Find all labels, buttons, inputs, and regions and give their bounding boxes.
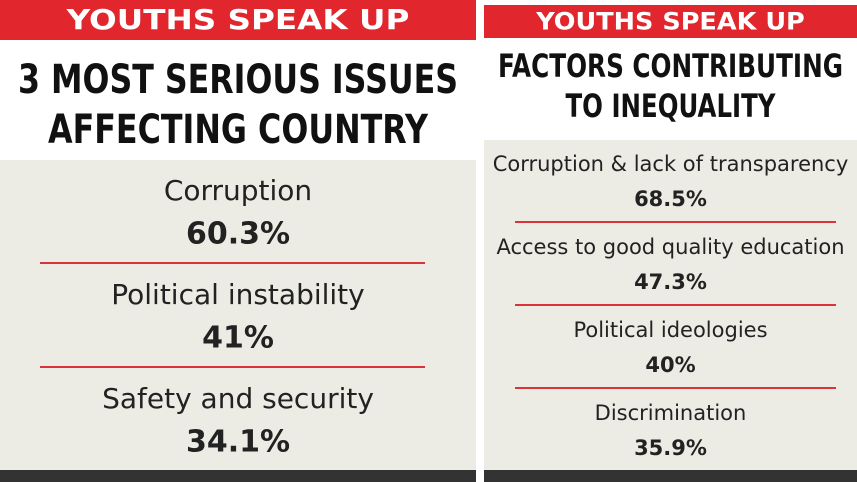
item-value: 34.1% — [186, 425, 290, 460]
item-label: Discrimination — [595, 401, 747, 425]
item-value: 68.5% — [634, 187, 707, 211]
bottom-bar — [0, 470, 476, 482]
item-value: 40% — [645, 353, 695, 377]
item-label: Corruption — [164, 174, 312, 207]
item-label: Political ideologies — [573, 318, 767, 342]
panel-title: TO INEQUALITY — [566, 87, 777, 125]
banner — [0, 0, 476, 40]
item-value: 47.3% — [634, 270, 707, 294]
bottom-bar — [484, 470, 857, 482]
banner-text: YOUTHS SPEAK UP — [535, 8, 805, 36]
panel-title: AFFECTING COUNTRY — [48, 107, 429, 153]
item-value: 41% — [202, 321, 274, 356]
panel-title: 3 MOST SERIOUS ISSUES — [18, 57, 458, 103]
banner-text: YOUTHS SPEAK UP — [65, 3, 409, 36]
panel-background — [0, 160, 476, 470]
item-value: 60.3% — [186, 217, 290, 252]
item-label: Corruption & lack of transparency — [493, 152, 849, 176]
banner — [484, 5, 857, 38]
item-label: Access to good quality education — [496, 235, 844, 259]
panel-title: FACTORS CONTRIBUTING — [498, 47, 843, 85]
item-value: 35.9% — [634, 436, 707, 460]
item-label: Safety and security — [102, 382, 374, 415]
item-label: Political instability — [111, 278, 364, 311]
